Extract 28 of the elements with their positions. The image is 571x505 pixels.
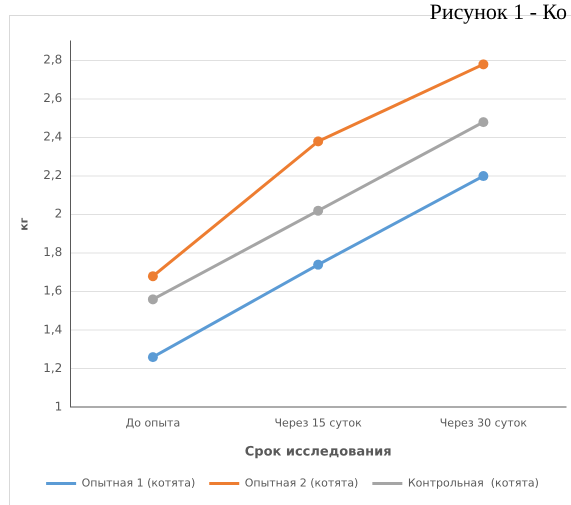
- y-tick-label: 2,6: [43, 91, 62, 106]
- y-tick-label: 1,6: [43, 284, 62, 298]
- point: [148, 294, 158, 304]
- x-tick-label: До опыта: [126, 416, 180, 430]
- y-tick-label: 2: [54, 206, 62, 221]
- y-tick-label: 2,2: [43, 168, 62, 182]
- y-tick-label: 1,8: [43, 245, 62, 260]
- text: Рисунок 1 - Ко: [430, 0, 567, 24]
- point: [148, 271, 158, 282]
- legend-label: Опытная 1 (котята): [82, 476, 196, 490]
- legend-label: Опытная 2 (котята): [244, 476, 358, 490]
- point: [313, 260, 324, 270]
- legend-label: Контрольная (котята): [408, 476, 539, 490]
- point: [478, 59, 488, 70]
- x-tick-label: Через 15 суток: [274, 416, 362, 430]
- y-axis-title: кг: [17, 217, 30, 231]
- y-tick-label: 2,8: [43, 52, 62, 67]
- point: [313, 136, 324, 146]
- x-tick-label: Через 30 суток: [440, 416, 528, 430]
- point: [478, 117, 488, 128]
- point: [478, 171, 488, 182]
- point: [148, 352, 158, 362]
- point: [313, 206, 324, 216]
- y-tick-label: 2,4: [43, 130, 62, 144]
- x-axis-title: Срок исследования: [244, 444, 392, 460]
- y-tick-label: 1,4: [43, 322, 62, 336]
- y-tick-label: 1,2: [43, 360, 62, 375]
- y-tick-label: 1: [54, 399, 62, 414]
